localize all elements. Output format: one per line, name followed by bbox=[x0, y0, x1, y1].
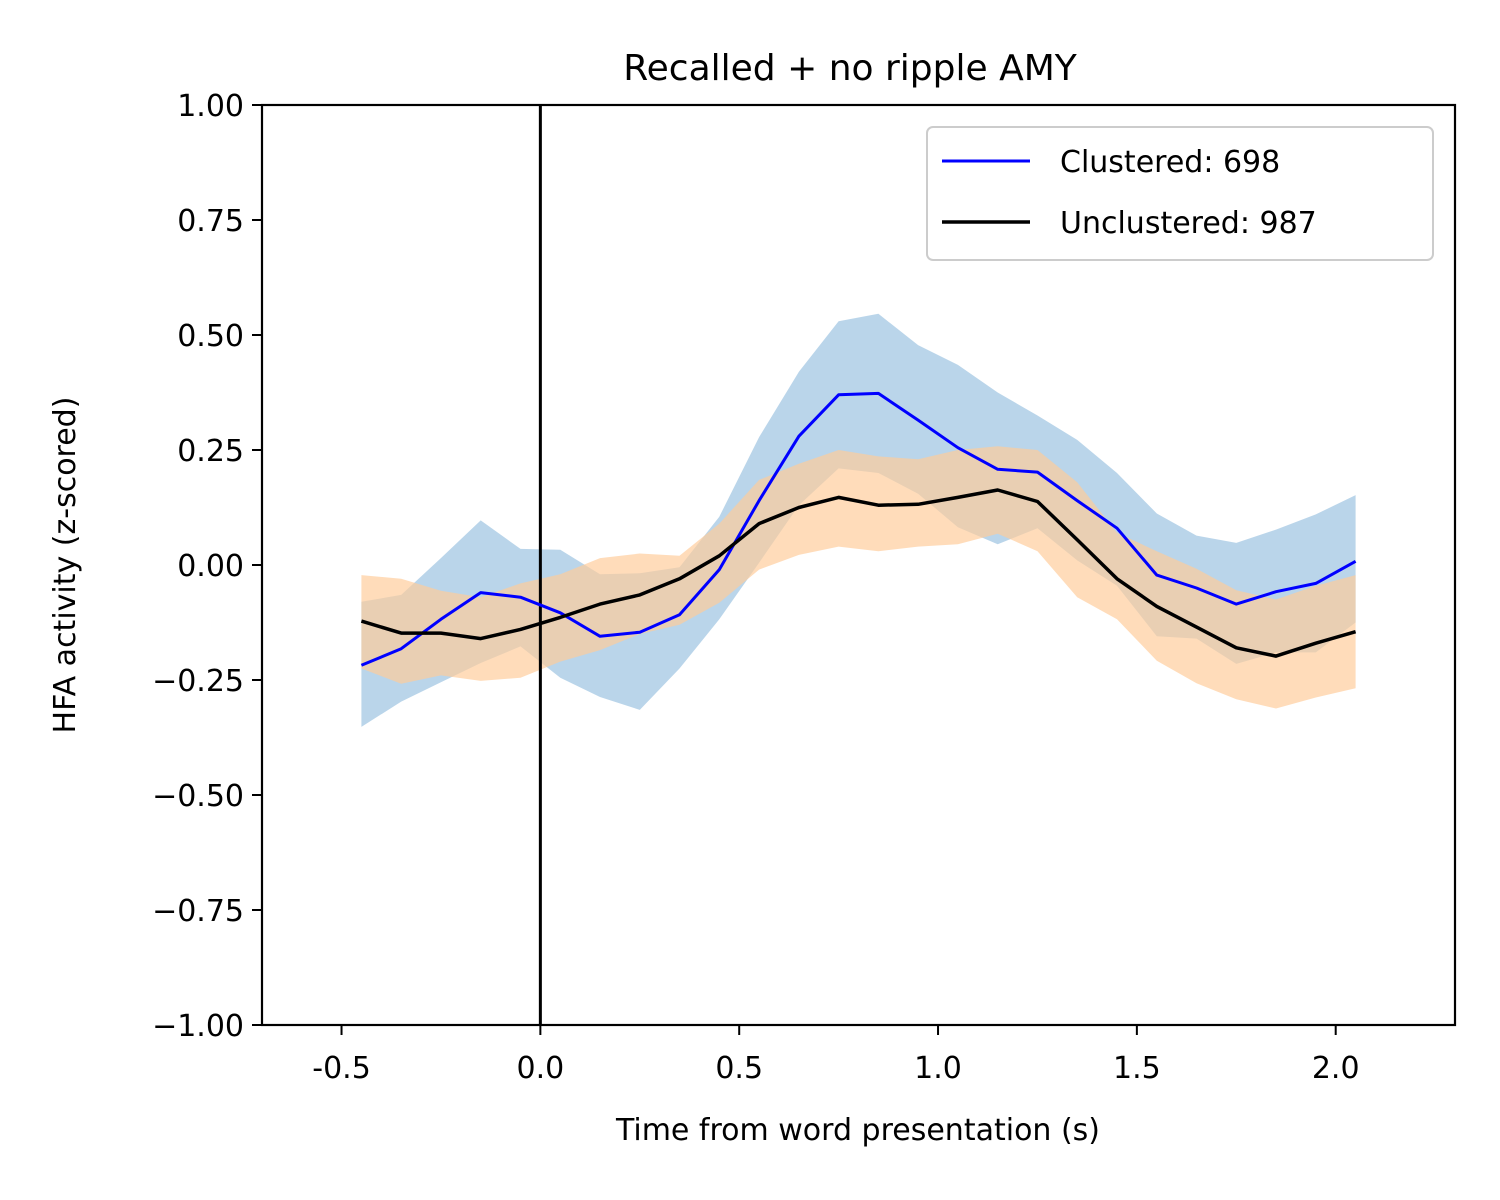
line-unclustered bbox=[360, 488, 1357, 658]
x-tick-label: 1.5 bbox=[1113, 1051, 1161, 1086]
y-axis-label: HFA activity (z-scored) bbox=[48, 397, 83, 734]
x-tick-label: 0.5 bbox=[715, 1051, 763, 1086]
line-clustered bbox=[360, 391, 1357, 667]
legend-box bbox=[926, 126, 1434, 261]
y-tick-label: 0.50 bbox=[177, 319, 244, 354]
y-axis: 1.00 0.75 0.50 0.25 0.00 −0.25 −0.50 −0.75 −1.00 bbox=[152, 89, 262, 1044]
chart-title: Recalled + no ripple AMY bbox=[623, 48, 1078, 89]
y-tick-label: −0.50 bbox=[152, 779, 244, 814]
y-tick-label: 0.00 bbox=[177, 549, 244, 584]
series-lines bbox=[360, 391, 1357, 667]
legend-label-unclustered: Unclustered: 987 bbox=[1060, 206, 1317, 241]
y-tick-label: −0.25 bbox=[152, 664, 244, 699]
band-unclustered bbox=[361, 446, 1356, 709]
confidence-bands bbox=[361, 313, 1356, 727]
x-tick-label: 1.0 bbox=[914, 1051, 962, 1086]
y-tick-label: 0.25 bbox=[177, 434, 244, 469]
y-tick-label: −0.75 bbox=[152, 894, 244, 929]
x-axis: -0.5 0.0 0.5 1.0 1.5 2.0 bbox=[312, 1025, 1360, 1086]
y-tick-label: −1.00 bbox=[152, 1009, 244, 1044]
legend: Clustered: 698 Unclustered: 987 bbox=[926, 126, 1434, 261]
y-tick-label: 0.75 bbox=[177, 204, 244, 239]
x-tick-label: -0.5 bbox=[312, 1051, 371, 1086]
x-axis-label: Time from word presentation (s) bbox=[615, 1113, 1100, 1148]
x-tick-label: 2.0 bbox=[1312, 1051, 1360, 1086]
x-tick-label: 0.0 bbox=[517, 1051, 565, 1086]
legend-label-clustered: Clustered: 698 bbox=[1060, 145, 1280, 180]
y-tick-label: 1.00 bbox=[177, 89, 244, 124]
